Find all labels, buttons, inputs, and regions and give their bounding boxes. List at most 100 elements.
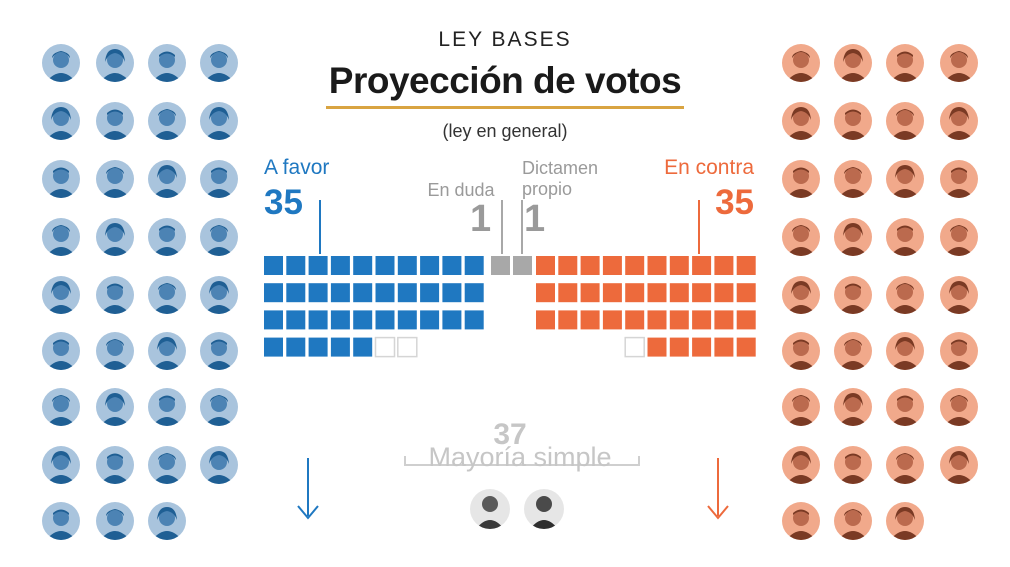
favor-senator-portrait <box>96 502 134 540</box>
seat-favor <box>330 256 350 275</box>
seat-contra <box>580 256 600 275</box>
contra-leader-line <box>698 200 700 254</box>
contra-senator-portrait <box>886 502 924 540</box>
seat-favor <box>308 283 328 303</box>
seat-contra <box>692 283 712 303</box>
seat-favor <box>353 256 373 275</box>
seat-favor <box>420 256 440 275</box>
favor-senator-portrait <box>148 44 186 82</box>
contra-senator-portrait <box>782 276 820 314</box>
contra-senator-portrait <box>782 44 820 82</box>
seat-contra <box>536 256 555 275</box>
contra-senator-portrait <box>782 218 820 256</box>
contra-senator-portrait <box>886 388 924 426</box>
favor-senator-portrait <box>148 388 186 426</box>
contra-senator-portrait <box>886 102 924 140</box>
seat-contra <box>602 310 622 330</box>
contra-label: En contra <box>664 156 754 179</box>
contra-senator-portrait <box>940 276 978 314</box>
seat-favor <box>397 283 417 303</box>
seat-favor <box>264 310 283 330</box>
favor-senator-portrait <box>42 502 80 540</box>
contra-senator-portrait <box>834 446 872 484</box>
contra-senator-portrait <box>886 446 924 484</box>
seat-favor <box>375 310 395 330</box>
seat-contra <box>669 283 689 303</box>
favor-arrow-icon <box>297 458 319 520</box>
contra-senator-portrait <box>886 332 924 370</box>
seat-favor <box>330 337 350 357</box>
contra-senator-portrait <box>834 502 872 540</box>
seat-contra <box>714 310 734 330</box>
favor-senator-portrait <box>200 160 238 198</box>
favor-senator-portrait <box>42 332 80 370</box>
seat-favor <box>264 337 283 357</box>
favor-senator-portrait <box>148 160 186 198</box>
seat-favor <box>286 337 306 357</box>
favor-senator-portrait <box>148 332 186 370</box>
dictamen-leader-line <box>521 200 523 254</box>
seat-contra <box>692 337 712 357</box>
seat-contra <box>736 310 756 330</box>
contra-senator-portrait <box>834 332 872 370</box>
seat-empty <box>397 336 418 358</box>
contra-senator-portrait <box>834 276 872 314</box>
duda-count: 1 <box>470 198 492 240</box>
seat-favor <box>353 310 373 330</box>
seat-contra <box>625 256 645 275</box>
seat-contra <box>692 310 712 330</box>
seat-contra <box>647 337 667 357</box>
seat-favor <box>442 256 462 275</box>
seat-empty <box>374 336 396 358</box>
seat-favor <box>442 283 462 303</box>
seat-contra <box>558 283 578 303</box>
favor-senator-portrait <box>42 388 80 426</box>
favor-senator-portrait <box>96 332 134 370</box>
contra-senator-portrait <box>940 102 978 140</box>
favor-senator-portrait <box>96 276 134 314</box>
seat-contra <box>669 256 689 275</box>
seat-contra <box>602 256 622 275</box>
seat-en-duda <box>491 256 510 275</box>
seat-favor <box>375 283 395 303</box>
seat-contra <box>625 310 645 330</box>
seat-contra <box>714 283 734 303</box>
contra-senator-portrait <box>782 102 820 140</box>
seat-favor <box>353 283 373 303</box>
seat-empty <box>624 336 645 358</box>
dictamen-count: 1 <box>524 198 546 240</box>
seat-favor <box>464 283 484 303</box>
favor-senator-portrait <box>42 446 80 484</box>
undecided-portrait-1 <box>470 489 510 529</box>
favor-senator-portrait <box>200 446 238 484</box>
majority-count: 37 <box>493 418 527 451</box>
contra-senator-portrait <box>834 102 872 140</box>
seat-contra <box>647 310 667 330</box>
favor-senator-portrait <box>200 44 238 82</box>
seat-favor <box>330 283 350 303</box>
contra-senator-portrait <box>782 502 820 540</box>
favor-senator-portrait <box>200 102 238 140</box>
contra-senator-portrait <box>886 218 924 256</box>
duda-label: En duda <box>427 180 495 200</box>
seat-contra <box>625 283 645 303</box>
title-underline <box>326 106 684 109</box>
favor-senator-portrait <box>96 388 134 426</box>
seat-contra <box>536 310 555 330</box>
seat-contra <box>602 283 622 303</box>
contra-senator-portrait <box>834 388 872 426</box>
favor-senator-portrait <box>96 44 134 82</box>
contra-senator-portrait <box>886 276 924 314</box>
seat-favor <box>464 310 484 330</box>
contra-senator-portrait <box>940 446 978 484</box>
contra-senator-portrait <box>940 332 978 370</box>
kicker: LEY BASES <box>438 28 572 51</box>
favor-senator-portrait <box>96 446 134 484</box>
seat-favor <box>397 310 417 330</box>
seat-contra <box>580 283 600 303</box>
contra-senator-portrait <box>782 160 820 198</box>
seat-favor <box>286 310 306 330</box>
favor-leader-line <box>319 200 321 254</box>
seat-contra <box>558 310 578 330</box>
contra-senator-portrait <box>886 160 924 198</box>
